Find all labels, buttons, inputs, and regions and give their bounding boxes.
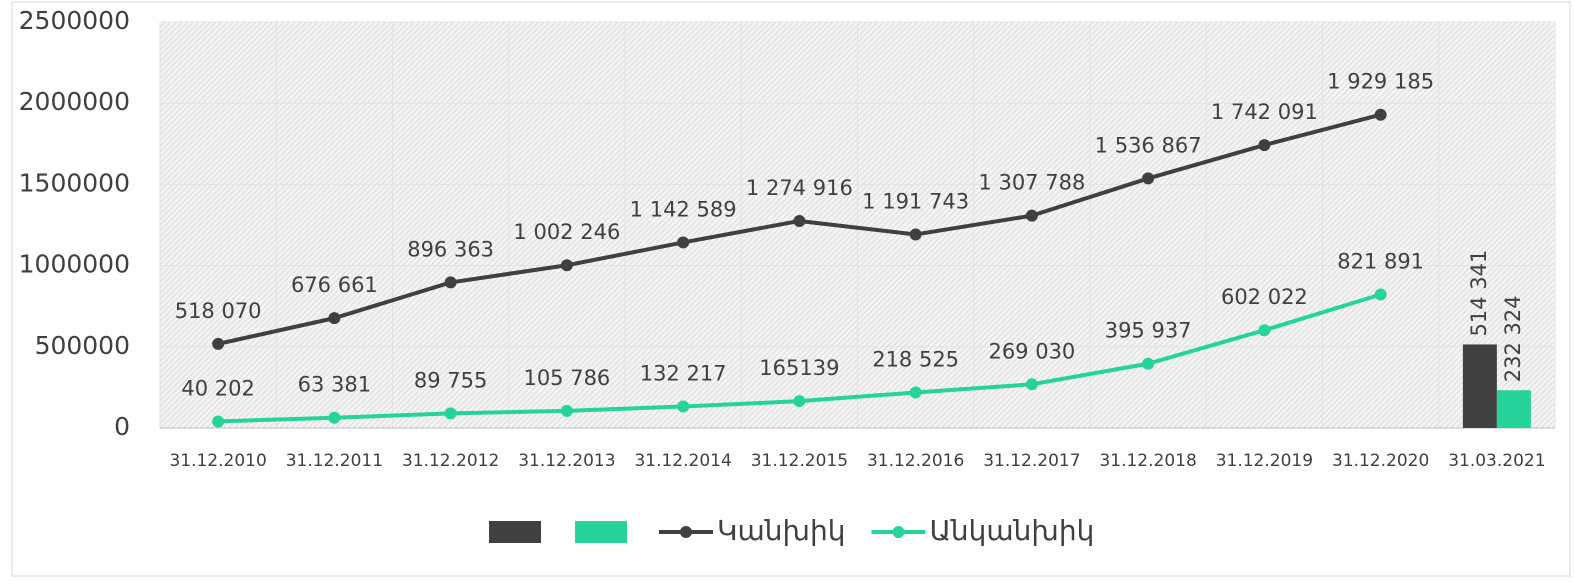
marker <box>560 259 573 272</box>
marker <box>677 236 690 249</box>
data-label: 232 324 <box>1501 295 1525 382</box>
data-label: 514 341 <box>1467 250 1491 337</box>
marker <box>212 415 225 428</box>
data-label: 395 937 <box>1105 319 1192 343</box>
data-label: 1 002 246 <box>513 220 620 244</box>
y-tick-label: 2500000 <box>19 6 130 35</box>
data-label: 269 030 <box>988 339 1075 363</box>
legend-swatch <box>575 521 627 543</box>
legend-label: Կանխիկ <box>717 514 845 547</box>
data-label: 1 929 185 <box>1327 70 1434 94</box>
x-tick-label: 31.12.2015 <box>751 451 848 471</box>
legend-marker <box>680 526 692 538</box>
legend-label: Անկանխիկ <box>929 514 1094 547</box>
marker <box>793 214 806 227</box>
y-tick-label: 0 <box>114 412 130 441</box>
marker <box>1025 209 1038 222</box>
marker <box>560 404 573 417</box>
data-label: 40 202 <box>181 376 254 400</box>
y-tick-label: 500000 <box>35 331 130 360</box>
data-label: 1 536 867 <box>1095 133 1202 157</box>
bar <box>1462 344 1497 428</box>
x-tick-label: 31.03.2021 <box>1448 451 1545 471</box>
marker <box>793 395 806 408</box>
y-tick-label: 1000000 <box>19 250 130 279</box>
data-label: 132 217 <box>640 362 727 386</box>
x-tick-label: 31.12.2019 <box>1216 451 1313 471</box>
marker <box>444 276 457 289</box>
data-label: 1 142 589 <box>630 197 737 221</box>
x-tick-label: 31.12.2017 <box>983 451 1080 471</box>
marker <box>1374 288 1387 301</box>
marker <box>1374 108 1387 121</box>
marker <box>1142 172 1155 185</box>
x-tick-label: 31.12.2012 <box>402 451 499 471</box>
x-tick-label: 31.12.2014 <box>634 451 731 471</box>
marker <box>1258 324 1271 337</box>
marker <box>909 228 922 241</box>
data-label: 1 274 916 <box>746 176 853 200</box>
data-label: 602 022 <box>1221 285 1308 309</box>
x-tick-label: 31.12.2011 <box>286 451 383 471</box>
legend-marker <box>892 526 905 538</box>
x-tick-label: 31.12.2010 <box>169 451 266 471</box>
marker <box>909 386 922 399</box>
x-tick-label: 31.12.2013 <box>518 451 615 471</box>
x-tick-label: 31.12.2020 <box>1332 451 1429 471</box>
data-label: 676 661 <box>291 273 378 297</box>
marker <box>1142 357 1155 370</box>
data-label: 1 307 788 <box>978 171 1085 195</box>
marker <box>328 411 341 424</box>
data-label: 1 742 091 <box>1211 100 1318 124</box>
x-tick-label: 31.12.2016 <box>867 451 964 471</box>
data-label: 105 786 <box>523 366 610 390</box>
marker <box>1025 378 1038 391</box>
data-label: 518 070 <box>175 299 262 323</box>
chart-border <box>11 1 1571 577</box>
marker <box>1258 139 1271 152</box>
legend-swatch <box>489 521 541 543</box>
y-tick-label: 1500000 <box>19 168 130 197</box>
marker <box>328 312 341 325</box>
bar <box>1496 390 1531 428</box>
data-label: 165139 <box>759 356 839 380</box>
marker <box>212 337 225 350</box>
marker <box>444 407 457 420</box>
data-label: 63 381 <box>298 373 371 397</box>
data-label: 89 755 <box>414 368 487 392</box>
x-tick-label: 31.12.2018 <box>1099 451 1196 471</box>
marker <box>677 400 690 413</box>
data-label: 1 191 743 <box>862 189 969 213</box>
y-tick-label: 2000000 <box>19 87 130 116</box>
data-label: 821 891 <box>1337 250 1424 274</box>
data-label: 896 363 <box>407 237 494 261</box>
data-label: 218 525 <box>872 348 959 372</box>
